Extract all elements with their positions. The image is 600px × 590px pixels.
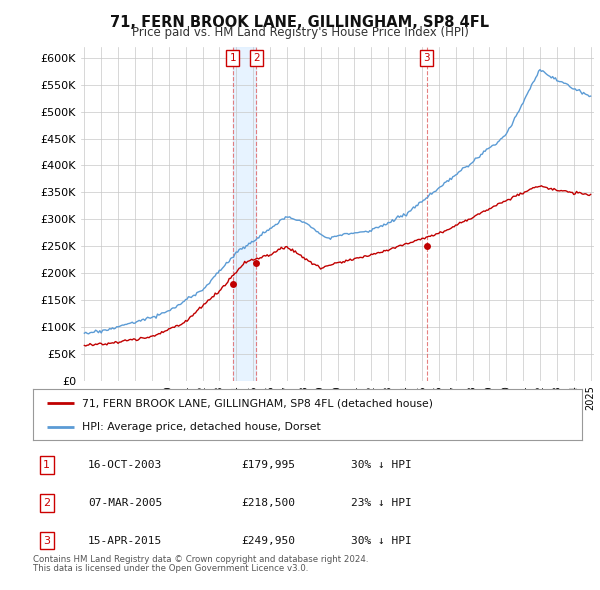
Text: 07-MAR-2005: 07-MAR-2005 xyxy=(88,498,162,508)
Text: This data is licensed under the Open Government Licence v3.0.: This data is licensed under the Open Gov… xyxy=(33,565,308,573)
Text: 3: 3 xyxy=(424,53,430,63)
Text: 15-APR-2015: 15-APR-2015 xyxy=(88,536,162,546)
Text: 23% ↓ HPI: 23% ↓ HPI xyxy=(352,498,412,508)
Text: 1: 1 xyxy=(43,460,50,470)
Text: £218,500: £218,500 xyxy=(242,498,296,508)
Text: £179,995: £179,995 xyxy=(242,460,296,470)
Bar xyxy=(233,47,256,381)
Text: 2: 2 xyxy=(253,53,259,63)
Text: 71, FERN BROOK LANE, GILLINGHAM, SP8 4FL: 71, FERN BROOK LANE, GILLINGHAM, SP8 4FL xyxy=(110,15,490,30)
Text: 1: 1 xyxy=(229,53,236,63)
Text: Price paid vs. HM Land Registry's House Price Index (HPI): Price paid vs. HM Land Registry's House … xyxy=(131,26,469,39)
Text: 2: 2 xyxy=(43,498,50,508)
Text: 71, FERN BROOK LANE, GILLINGHAM, SP8 4FL (detached house): 71, FERN BROOK LANE, GILLINGHAM, SP8 4FL… xyxy=(82,398,433,408)
Text: £249,950: £249,950 xyxy=(242,536,296,546)
Text: 30% ↓ HPI: 30% ↓ HPI xyxy=(352,460,412,470)
Text: HPI: Average price, detached house, Dorset: HPI: Average price, detached house, Dors… xyxy=(82,422,321,432)
Text: 30% ↓ HPI: 30% ↓ HPI xyxy=(352,536,412,546)
Text: 3: 3 xyxy=(43,536,50,546)
Text: Contains HM Land Registry data © Crown copyright and database right 2024.: Contains HM Land Registry data © Crown c… xyxy=(33,555,368,564)
Text: 16-OCT-2003: 16-OCT-2003 xyxy=(88,460,162,470)
